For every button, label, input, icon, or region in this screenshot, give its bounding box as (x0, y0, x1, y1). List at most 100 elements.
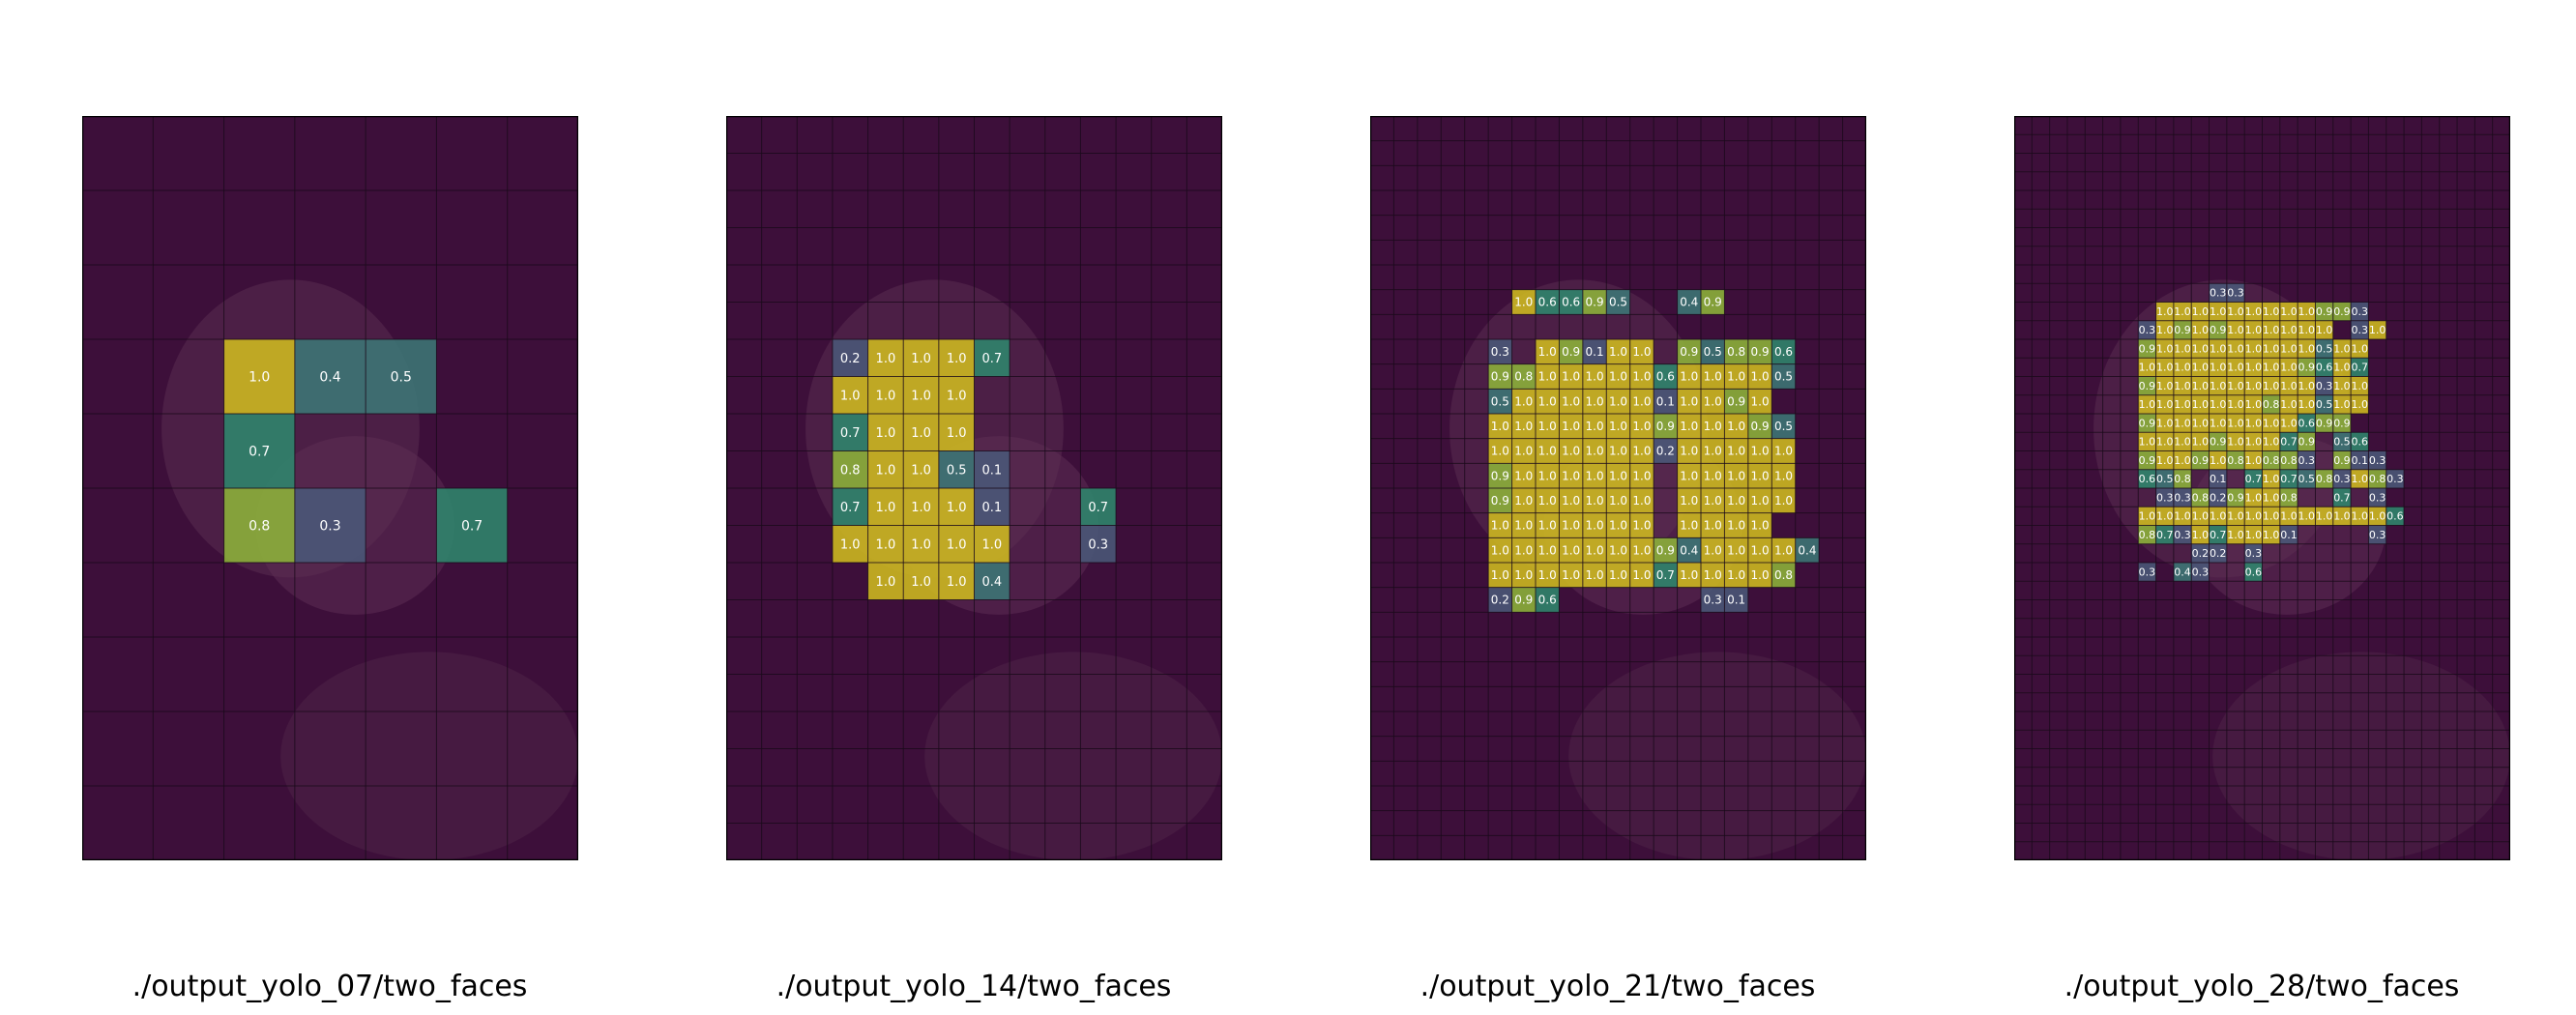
heatmap-cell (2138, 414, 2156, 433)
cell-label: 0.1 (2210, 473, 2227, 485)
heatmap-cell (1488, 563, 1512, 588)
heatmap-cell (2279, 320, 2298, 339)
heatmap-cell (1582, 463, 1607, 488)
cell-label: 0.9 (1586, 296, 1604, 309)
heatmap-svg-2: 0.2 1.0 1.0 1.0 0.7 1.0 1.0 1.0 1.0 0.7 1.0 1.0 1.0 0… (726, 116, 1222, 860)
cell-label: 1.0 (2227, 342, 2244, 355)
cell-label: 0.9 (1727, 394, 1745, 408)
heatmap-cell (2332, 469, 2352, 488)
cell-label: 1.0 (2298, 324, 2316, 336)
cell-label: 1.0 (2280, 398, 2298, 411)
heatmap-cell (867, 339, 904, 377)
heatmap-cell (1771, 414, 1796, 439)
heatmap-cell (2279, 339, 2298, 359)
cell-label: 1.0 (2210, 510, 2227, 523)
heatmap-cell (1771, 339, 1796, 364)
cell-label: 0.5 (391, 369, 412, 385)
heatmap-cell (1677, 512, 1701, 538)
cell-label: 0.9 (1562, 345, 1580, 359)
heatmap-cell (1488, 389, 1512, 414)
heatmap-cell (366, 339, 437, 414)
cell-label: 0.5 (2316, 342, 2333, 355)
heatmap-cell (832, 450, 868, 488)
heatmap-cell (1677, 363, 1701, 390)
heatmap-cell (2244, 339, 2263, 359)
cell-label: 0.8 (2174, 473, 2191, 485)
cell-label: 1.0 (2156, 305, 2174, 318)
cell-label: 0.2 (2210, 547, 2227, 560)
heatmap-cell (1536, 563, 1560, 588)
cell-label: 0.9 (1751, 345, 1770, 359)
heatmap-cell (1701, 389, 1725, 414)
cell-label: 1.0 (1751, 370, 1770, 384)
cell-label: 1.0 (2263, 510, 2280, 523)
cell-label: 1.0 (2352, 380, 2369, 392)
heatmap-cell (1536, 587, 1560, 613)
heatmap-cell (2279, 376, 2298, 395)
heatmap-cell (2351, 469, 2369, 488)
cell-label: 1.0 (2227, 305, 2244, 318)
cell-label: 0.5 (1704, 345, 1722, 359)
cell-label: 0.9 (2333, 305, 2351, 318)
cell-label: 0.9 (1491, 494, 1509, 508)
cell-label: 1.0 (2369, 324, 2386, 336)
heatmap-cell (1559, 438, 1583, 464)
cell-label: 1.0 (2174, 362, 2191, 374)
cell-label: 1.0 (2156, 417, 2174, 429)
cell-label: 1.0 (1514, 568, 1533, 582)
cell-label: 0.7 (2156, 529, 2174, 541)
heatmap-cell (832, 414, 868, 451)
heatmap-cell (2279, 432, 2298, 451)
heatmap-cell (2351, 450, 2369, 470)
heatmap-cell (938, 563, 975, 600)
heatmap-cell (1559, 414, 1583, 439)
cell-label: 0.7 (1656, 568, 1675, 582)
cell-label: 1.0 (2192, 342, 2210, 355)
cell-label: 1.0 (1774, 543, 1793, 557)
heatmap-cell (1771, 563, 1796, 588)
heatmap-cell (1582, 363, 1607, 390)
cell-label: 1.0 (2280, 305, 2298, 318)
cell-label: 1.0 (2245, 529, 2263, 541)
cell-label: 1.0 (2280, 342, 2298, 355)
cell-label: 1.0 (2298, 342, 2316, 355)
cell-label: 0.3 (319, 518, 340, 534)
heatmap-cell (2138, 394, 2156, 414)
cell-label: 0.5 (1774, 370, 1793, 384)
heatmap-cell (1677, 563, 1701, 588)
cell-label: 1.0 (2280, 510, 2298, 523)
clothing-shape (924, 652, 1222, 860)
cell-label: 1.0 (1562, 519, 1580, 533)
cell-label: 1.0 (1704, 543, 1722, 557)
cell-label: 1.0 (947, 352, 967, 366)
heatmap-cell (1724, 537, 1748, 563)
cell-label: 1.0 (2227, 362, 2244, 374)
heatmap-cell (2298, 358, 2316, 377)
cell-label: 1.0 (2263, 380, 2280, 392)
heatmap-cell (832, 339, 868, 377)
cell-label: 1.0 (2174, 305, 2191, 318)
cell-label: 1.0 (2210, 305, 2227, 318)
heatmap-cell (1511, 363, 1536, 390)
heatmap-cell (974, 339, 1010, 377)
heatmap-cell (1677, 339, 1701, 364)
heatmap-cell (2332, 394, 2352, 414)
heatmap-cell (2209, 469, 2227, 488)
heatmap-cell (974, 525, 1010, 563)
cell-label: 0.5 (2298, 473, 2316, 485)
heatmap-cell (2191, 450, 2210, 470)
cell-label: 1.0 (2352, 510, 2369, 523)
cell-label: 0.8 (1774, 568, 1793, 582)
cell-label: 0.7 (2280, 473, 2298, 485)
heatmap-cell (1701, 488, 1725, 513)
heatmap-cell (1582, 289, 1607, 315)
cell-label: 1.0 (1727, 469, 1745, 482)
cell-label: 0.8 (2316, 473, 2333, 485)
heatmap-cell (2191, 302, 2210, 321)
heatmap-cell (2244, 414, 2263, 433)
cell-label: 0.9 (2210, 324, 2227, 336)
cell-label: 1.0 (1727, 445, 1745, 458)
cell-label: 0.7 (1088, 501, 1108, 515)
heatmap-panel-1: 1.0 0.4 0.5 0.7 0.8 0.3 0.7 (82, 116, 578, 860)
cell-label: 1.0 (1680, 568, 1698, 582)
